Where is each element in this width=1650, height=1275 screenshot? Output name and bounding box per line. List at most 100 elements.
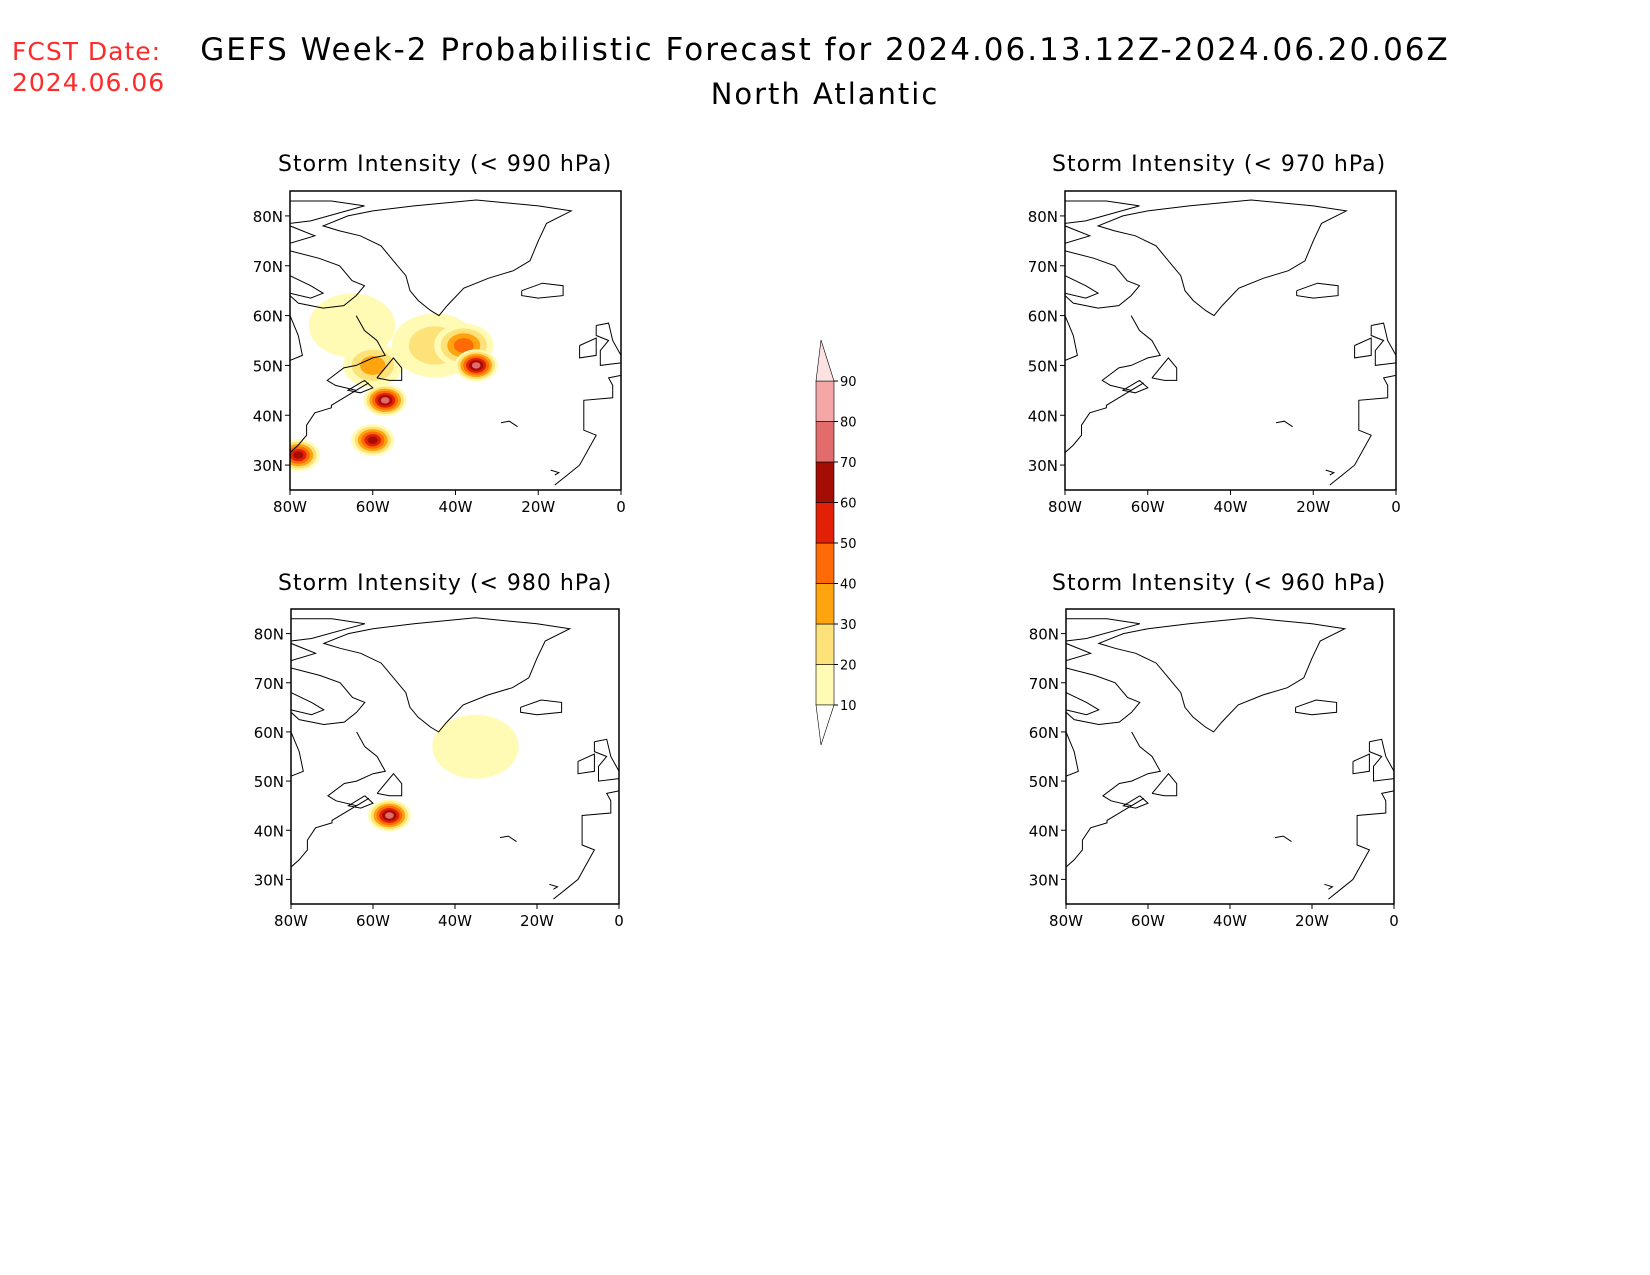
coastline-segment [1096,199,1348,317]
x-tick-label: 40W [439,498,473,516]
x-tick-label: 20W [1296,498,1330,516]
y-tick-label: 50N [254,773,284,791]
probability-cell [367,436,378,444]
map-panel-top-right: 80W 60W 40W 20W 0 30N 40N 50N 60N 70N 80N [1028,190,1401,516]
coastline-segment [1296,282,1339,299]
x-tick-label: 80W [1049,912,1083,930]
colorbar-label: 40 [840,578,857,593]
colorbar-swatch [815,421,835,463]
coastline-segment [1065,200,1140,224]
colorbar-bottom-triangle [815,704,835,746]
x-tick-label: 80W [1048,498,1082,516]
x-tick-label: 80W [274,912,308,930]
coastline-segment [1066,731,1162,868]
y-tick-label: 40N [1029,822,1059,840]
x-tick-label: 60W [356,912,390,930]
coastline-segment [550,469,561,476]
x-tick-label: 0 [614,912,624,930]
y-tick-label: 70N [254,675,284,693]
coastline-segment [1121,379,1149,394]
map-frame [1065,608,1395,905]
coastline-segment [595,322,621,366]
y-tick-label: 30N [1029,871,1059,889]
y-tick-label: 70N [253,258,283,276]
probability-cell [385,812,394,819]
coastline-segment [1324,883,1334,890]
coastline-segment [347,795,374,809]
coastline-segment [1097,617,1347,733]
x-tick-label: 40W [1214,498,1248,516]
map-frame [1064,190,1397,491]
coastline-segment [291,731,304,777]
coastline-segment [520,699,563,716]
coastline-segment [1370,322,1396,366]
probability-cell [453,338,474,353]
colorbar-label: 60 [840,497,857,512]
x-tick-label: 20W [1295,912,1329,930]
x-tick-label: 20W [520,912,554,930]
y-tick-label: 60N [1029,724,1059,742]
x-tick-label: 40W [438,912,472,930]
coastline-segment [1354,337,1372,359]
page-title: GEFS Week-2 Probabilistic Forecast for 2… [200,32,1450,68]
coastline-segment [291,618,365,642]
y-tick-label: 30N [253,457,283,475]
colorbar-label: 50 [840,537,857,552]
x-tick-label: 40W [1213,912,1247,930]
colorbar-swatch [815,664,835,706]
coastline-segment [1325,469,1336,476]
coastline-segment [1295,699,1338,716]
page-subtitle: North Atlantic [710,77,940,111]
coastline-segment [291,731,387,868]
colorbar-swatch [815,502,835,544]
coastline-segment [593,738,619,782]
coastline-segment [1066,618,1140,642]
coastline-segment [1065,275,1100,299]
probability-cell [293,451,304,459]
coastline-segment [1066,642,1093,662]
colorbar-swatch [815,461,835,503]
coastline-segment [291,642,318,662]
colorbar-swatch [815,583,835,625]
y-tick-label: 80N [1029,626,1059,644]
coastline-segment [1065,250,1141,309]
coastline-segment [1066,731,1079,777]
y-tick-label: 50N [253,357,283,375]
map-panel-bottom-right: 80W 60W 40W 20W 0 30N 40N 50N 60N 70N 80N [1029,608,1399,930]
coastline-segment [1275,420,1293,428]
x-tick-label: 20W [521,498,555,516]
probability-cell [308,293,396,358]
x-tick-label: 80W [273,498,307,516]
panel-title-970: Storm Intensity (< 970 hPa) [1052,152,1387,177]
map-panel-bottom-left: 80W 60W 40W 20W 0 30N 40N 50N 60N 70N 80N [254,608,624,930]
x-tick-label: 0 [1389,912,1399,930]
coastline-segment [376,357,403,381]
coastline-segment [553,790,619,900]
y-tick-label: 40N [1028,407,1058,425]
coastline-segment [376,772,403,797]
x-tick-label: 60W [1131,498,1165,516]
colorbar-label: 20 [840,659,857,674]
coastline-segment [290,250,366,309]
x-tick-label: 60W [1131,912,1165,930]
panel-title-960: Storm Intensity (< 960 hPa) [1052,571,1387,596]
coastline [291,617,619,900]
coastline-segment [322,617,572,733]
coastline-segment [290,275,325,299]
y-tick-label: 70N [1028,258,1058,276]
probability-shading [367,714,519,832]
panel-title-980: Storm Intensity (< 980 hPa) [278,571,613,596]
coastline-segment [579,337,597,359]
y-tick-label: 60N [1028,308,1058,326]
y-tick-label: 50N [1028,357,1058,375]
coastline-segment [1151,772,1178,797]
probability-cell [471,362,481,369]
colorbar-label: 80 [840,416,857,431]
coastline-segment [290,225,317,244]
coastline-segment [290,315,303,361]
coastline-segment [500,835,517,843]
colorbar-top-triangle [815,339,835,382]
coastline-segment [1275,835,1292,843]
x-tick-label: 0 [1391,498,1401,516]
